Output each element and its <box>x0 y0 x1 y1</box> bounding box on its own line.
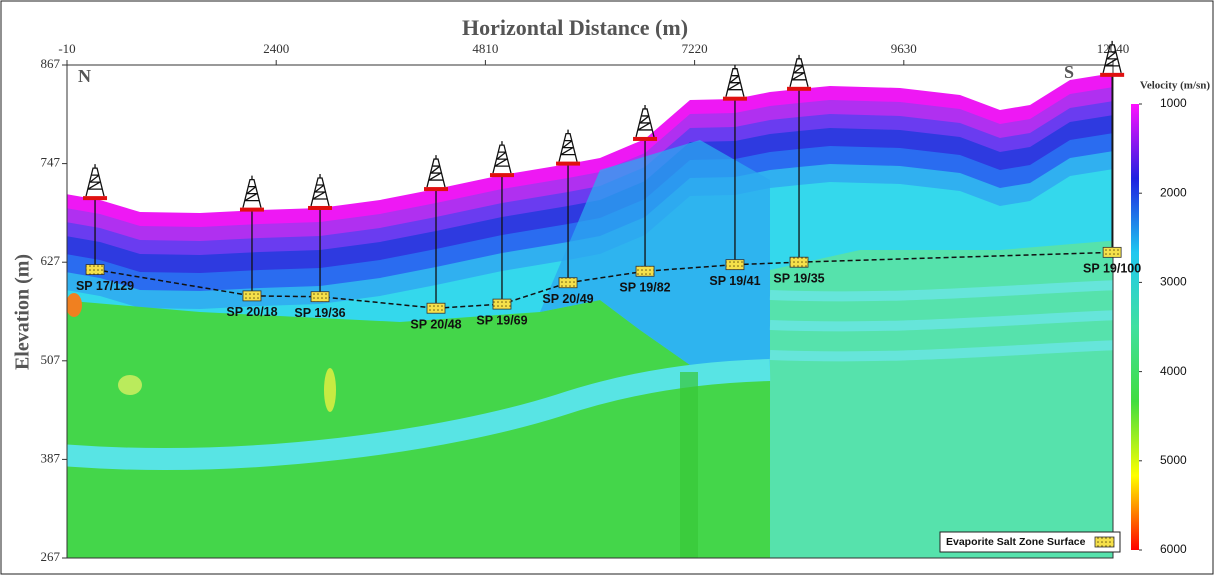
station-label: SP 19/36 <box>294 306 345 320</box>
well-tower <box>787 54 812 91</box>
salt-marker <box>492 298 512 310</box>
colorbar-tick-label: 2000 <box>1160 185 1187 199</box>
salt-marker <box>558 277 578 289</box>
salt-marker <box>426 302 446 314</box>
tower-frame <box>789 54 809 87</box>
north-label: N <box>78 66 91 86</box>
velocity-anomaly <box>67 293 82 317</box>
tower-base <box>424 187 449 192</box>
tower-frame <box>558 129 578 162</box>
tower-frame <box>1102 40 1122 74</box>
colorbar-tick-label: 3000 <box>1160 275 1187 289</box>
x-tick-label: -10 <box>58 41 75 56</box>
south-label: S <box>1064 62 1074 82</box>
salt-marker <box>242 290 262 302</box>
x-tick-label: 9630 <box>891 41 917 56</box>
colorbar-tick-label: 1000 <box>1160 96 1187 110</box>
well-tower <box>308 173 333 210</box>
salt-marker <box>85 264 105 275</box>
well-tower <box>556 129 581 166</box>
velocity-anomaly <box>324 368 336 412</box>
y-tick-label: 387 <box>41 450 61 465</box>
station-label: SP 20/49 <box>542 292 593 306</box>
salt-marker <box>1102 246 1122 258</box>
velocity-band <box>769 310 1113 332</box>
station-label: SP 19/69 <box>476 313 527 327</box>
velocity-band <box>540 140 770 372</box>
y-tick-label: 267 <box>41 549 61 564</box>
velocity-anomaly <box>118 375 142 395</box>
tower-base <box>239 207 264 212</box>
station-label: SP 20/48 <box>410 318 461 332</box>
x-tick-label: 4810 <box>472 41 498 56</box>
legend-marker <box>1094 536 1115 548</box>
velocity-band <box>769 280 1113 302</box>
station-label: SP 19/41 <box>709 274 760 288</box>
station-label: SP 20/18 <box>226 305 277 319</box>
velocity-band <box>67 359 771 470</box>
well-tower <box>722 64 747 101</box>
colorbar-tick-label: 5000 <box>1160 453 1187 467</box>
colorbar <box>1131 104 1139 550</box>
well-tower <box>633 104 658 141</box>
y-tick-label: 747 <box>41 155 61 170</box>
tower-frame <box>725 64 745 97</box>
tower-base <box>556 161 581 166</box>
salt-surface-line <box>94 251 1113 309</box>
y-tick-label: 507 <box>41 352 61 367</box>
x-tick-label: 7220 <box>682 41 708 56</box>
tower-base <box>83 196 108 201</box>
tower-frame <box>635 104 655 138</box>
tower-base <box>308 205 333 210</box>
station-label: SP 19/82 <box>619 281 670 295</box>
legend-label: Evaporite Salt Zone Surface <box>946 536 1086 548</box>
y-tick-label: 627 <box>41 253 61 268</box>
well-tower <box>489 141 514 178</box>
tower-base <box>489 173 514 178</box>
salt-marker <box>789 256 809 268</box>
legend-box <box>939 531 1121 553</box>
station-label: SP 19/35 <box>773 271 824 285</box>
tower-base <box>787 86 812 91</box>
tower-base <box>722 96 747 101</box>
velocity-band <box>680 372 698 558</box>
y-tick-label: 867 <box>41 56 61 71</box>
well-tower <box>83 164 108 201</box>
well-tower <box>239 175 264 212</box>
station-label: SP 17/129 <box>76 279 134 293</box>
x-tick-label: 12040 <box>1097 41 1130 56</box>
tower-base <box>633 136 658 141</box>
legend: Evaporite Salt Zone Surface <box>939 531 1121 553</box>
plot-frame <box>66 64 1114 559</box>
x-tick-label: 2400 <box>263 41 289 56</box>
x-axis-title: Horizontal Distance (m) <box>462 15 688 40</box>
tower-frame <box>492 141 512 174</box>
colorbar-tick-label: 6000 <box>1160 542 1187 556</box>
tower-frame <box>85 164 105 197</box>
tower-base <box>1100 72 1125 77</box>
velocity-band <box>769 340 1113 362</box>
well-tower <box>1100 40 1125 77</box>
velocity-field <box>67 73 1113 558</box>
well-tower <box>424 155 449 192</box>
tower-frame <box>310 173 330 207</box>
salt-marker <box>310 291 330 303</box>
tower-frame <box>242 175 262 208</box>
colorbar-title: Velocity (m/sn) <box>1140 80 1211 92</box>
station-label: SP 19/100 <box>1083 262 1141 276</box>
tower-frame <box>426 155 446 188</box>
colorbar-tick-label: 4000 <box>1160 364 1187 378</box>
salt-marker <box>635 265 655 277</box>
salt-marker <box>725 259 745 271</box>
y-axis-title: Elevation (m) <box>12 254 34 370</box>
